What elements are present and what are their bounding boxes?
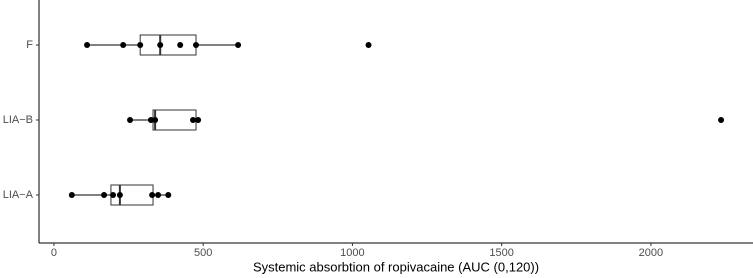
point (68, 192, 75, 198)
y-tick-label: LIA−B (3, 114, 33, 126)
x-tick-label: 1000 (340, 247, 364, 259)
y-tick-label: LIA−A (3, 189, 34, 201)
point (155, 192, 162, 198)
x-tick-label: 2000 (639, 247, 663, 259)
point (235, 42, 242, 48)
point (127, 117, 134, 123)
point (193, 42, 200, 48)
x-tick-label: 0 (51, 247, 57, 259)
box (152, 109, 197, 131)
point (165, 192, 172, 198)
x-tick-label: 1500 (489, 247, 513, 259)
point (157, 42, 164, 48)
point (190, 117, 197, 123)
box (139, 34, 197, 56)
point (718, 117, 725, 123)
x-tick-label: 500 (194, 247, 212, 259)
y-tick-label: F (26, 39, 33, 51)
point (147, 117, 154, 123)
point (365, 42, 372, 48)
point (195, 117, 202, 123)
point (120, 42, 127, 48)
point (84, 42, 91, 48)
point (149, 192, 156, 198)
point (177, 42, 184, 48)
point (137, 42, 144, 48)
point (110, 192, 117, 198)
x-axis-title: Systemic absorbtion of ropivacaine (AUC … (253, 259, 539, 274)
point (152, 117, 159, 123)
point (116, 192, 123, 198)
point (101, 192, 108, 198)
